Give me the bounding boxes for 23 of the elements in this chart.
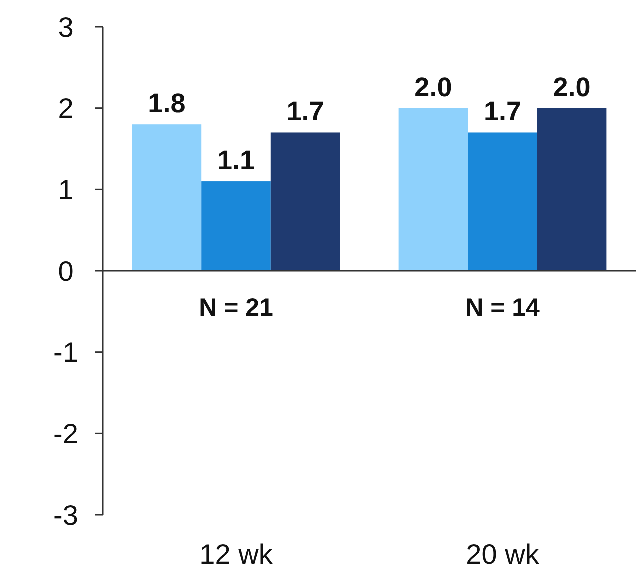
bar [468,132,538,271]
data-label: 1.7 [484,96,522,127]
x-tick-label: 12 wk [200,539,274,570]
y-tick-label: 1 [58,174,74,206]
bar [270,132,340,271]
y-tick-label: 0 [58,256,74,287]
y-tick-label: -2 [54,418,78,450]
data-label: 1.1 [217,146,256,176]
bar [398,108,468,271]
annotation: N = 21 [199,294,274,322]
data-label: 1.7 [286,96,324,127]
x-tick-label: 20 wk [466,539,540,570]
y-tick-label: 3 [58,12,74,43]
data-label: 2.0 [553,72,591,102]
bar [132,124,202,271]
data-label: 2.0 [414,72,452,102]
y-tick-label: -1 [54,337,78,368]
y-tick-label: 2 [58,93,74,124]
bar [537,108,607,271]
bar [202,182,271,271]
annotation: N = 14 [466,294,540,322]
data-label: 1.8 [148,88,186,119]
y-tick-label: -3 [54,500,78,531]
